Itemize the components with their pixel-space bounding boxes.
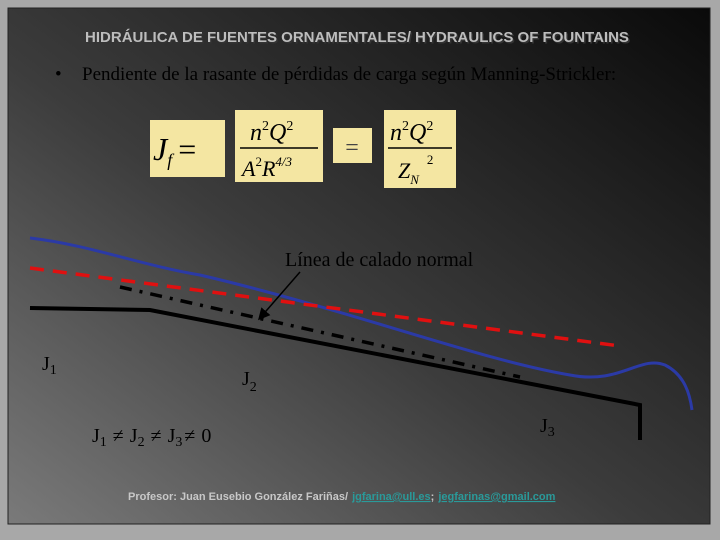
formula-box: [333, 128, 372, 163]
water-surface: [29, 236, 694, 411]
arrow: [258, 271, 301, 321]
bullet-dot: •: [55, 64, 62, 85]
channel-bed: [29, 306, 642, 440]
email-link[interactable]: jgfarina@ull.es: [351, 491, 431, 503]
title-shadow: HIDRÁULICA DE FUENTES ORNAMENTALES/ HYDR…: [87, 31, 631, 48]
title: HIDRÁULICA DE FUENTES ORNAMENTALES/ HYDR…: [85, 29, 629, 46]
formula-box: [235, 110, 323, 182]
background: [7, 7, 711, 525]
inequality: J1 ≠ J2 ≠ J3 ≠ 0: [92, 425, 211, 450]
denominator: A2R4/3: [240, 154, 293, 181]
numerator: n2Q2: [390, 119, 433, 146]
email-link[interactable]: jegfarinas@gmail.com: [437, 491, 555, 503]
bullet-text: Pendiente de la rasante de pérdidas de c…: [82, 64, 616, 85]
energy-line: [29, 266, 621, 348]
footer: Profesor: Juan Eusebio González Fariñas/…: [128, 491, 556, 503]
formula-lhs: Jf =: [153, 131, 196, 170]
label: J1: [42, 353, 57, 378]
formula-box: [150, 120, 225, 177]
formula-box: [384, 110, 456, 188]
label: J2: [242, 368, 257, 395]
equals: =: [345, 135, 359, 161]
denominator: ZN2: [398, 152, 433, 187]
footer-author: Profesor: Juan Eusebio González Fariñas/: [128, 491, 348, 503]
label: J3: [540, 415, 555, 440]
normal-depth-line: [119, 285, 521, 379]
numerator: n2Q2: [250, 119, 293, 146]
separator: ;: [431, 491, 435, 503]
annotation: Línea de calado normal: [285, 249, 474, 271]
